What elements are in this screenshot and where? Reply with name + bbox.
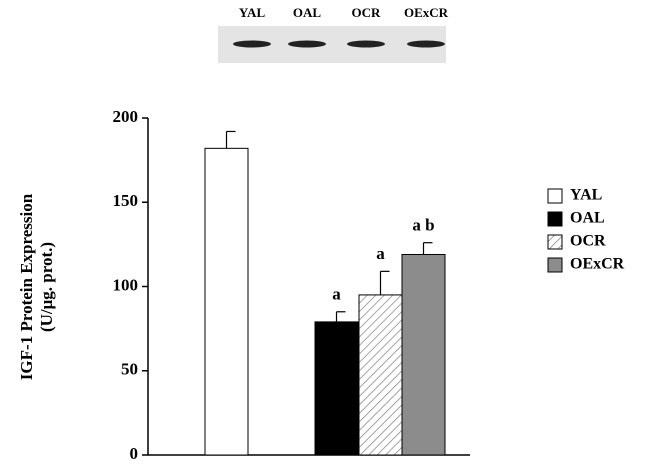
legend-label: YAL (570, 187, 602, 204)
legend-swatch (548, 189, 562, 203)
legend-swatch (548, 258, 562, 272)
blot-lane-label: OAL (293, 5, 322, 20)
blot-lane-label: OExCR (404, 5, 449, 20)
y-tick-label: 100 (113, 275, 139, 294)
blot-lane-label: YAL (239, 5, 266, 20)
bar (315, 322, 358, 455)
bar (402, 254, 445, 455)
y-label-line: (U/μg. prot.) (37, 242, 56, 332)
bar (205, 148, 248, 455)
blot-band (347, 41, 385, 48)
bar (359, 295, 402, 455)
bar-annotation: a (376, 244, 385, 263)
y-tick-label: 200 (113, 107, 139, 126)
legend-label: OExCR (570, 256, 625, 273)
y-label-line: IGF-1 Protein Expression (17, 193, 36, 380)
legend-swatch (548, 235, 562, 249)
bar-annotation: a (332, 285, 341, 304)
y-tick-label: 50 (121, 360, 138, 379)
blot-band (233, 41, 271, 48)
y-axis-label: IGF-1 Protein Expression (U/μg. prot.) (17, 193, 56, 380)
legend-label: OAL (570, 210, 605, 227)
bar-annotation: a b (412, 216, 434, 235)
legend-swatch (548, 212, 562, 226)
y-tick-label: 0 (130, 444, 139, 463)
blot-band (407, 41, 445, 48)
legend-label: OCR (570, 233, 606, 250)
y-tick-label: 150 (113, 191, 139, 210)
blot-band (288, 41, 326, 48)
blot-lane-label: OCR (352, 5, 382, 20)
page: IGF-1 Protein Expression (U/μg. prot.) 0… (0, 0, 649, 466)
chart: IGF-1 Protein Expression (U/μg. prot.) 0… (0, 0, 649, 466)
